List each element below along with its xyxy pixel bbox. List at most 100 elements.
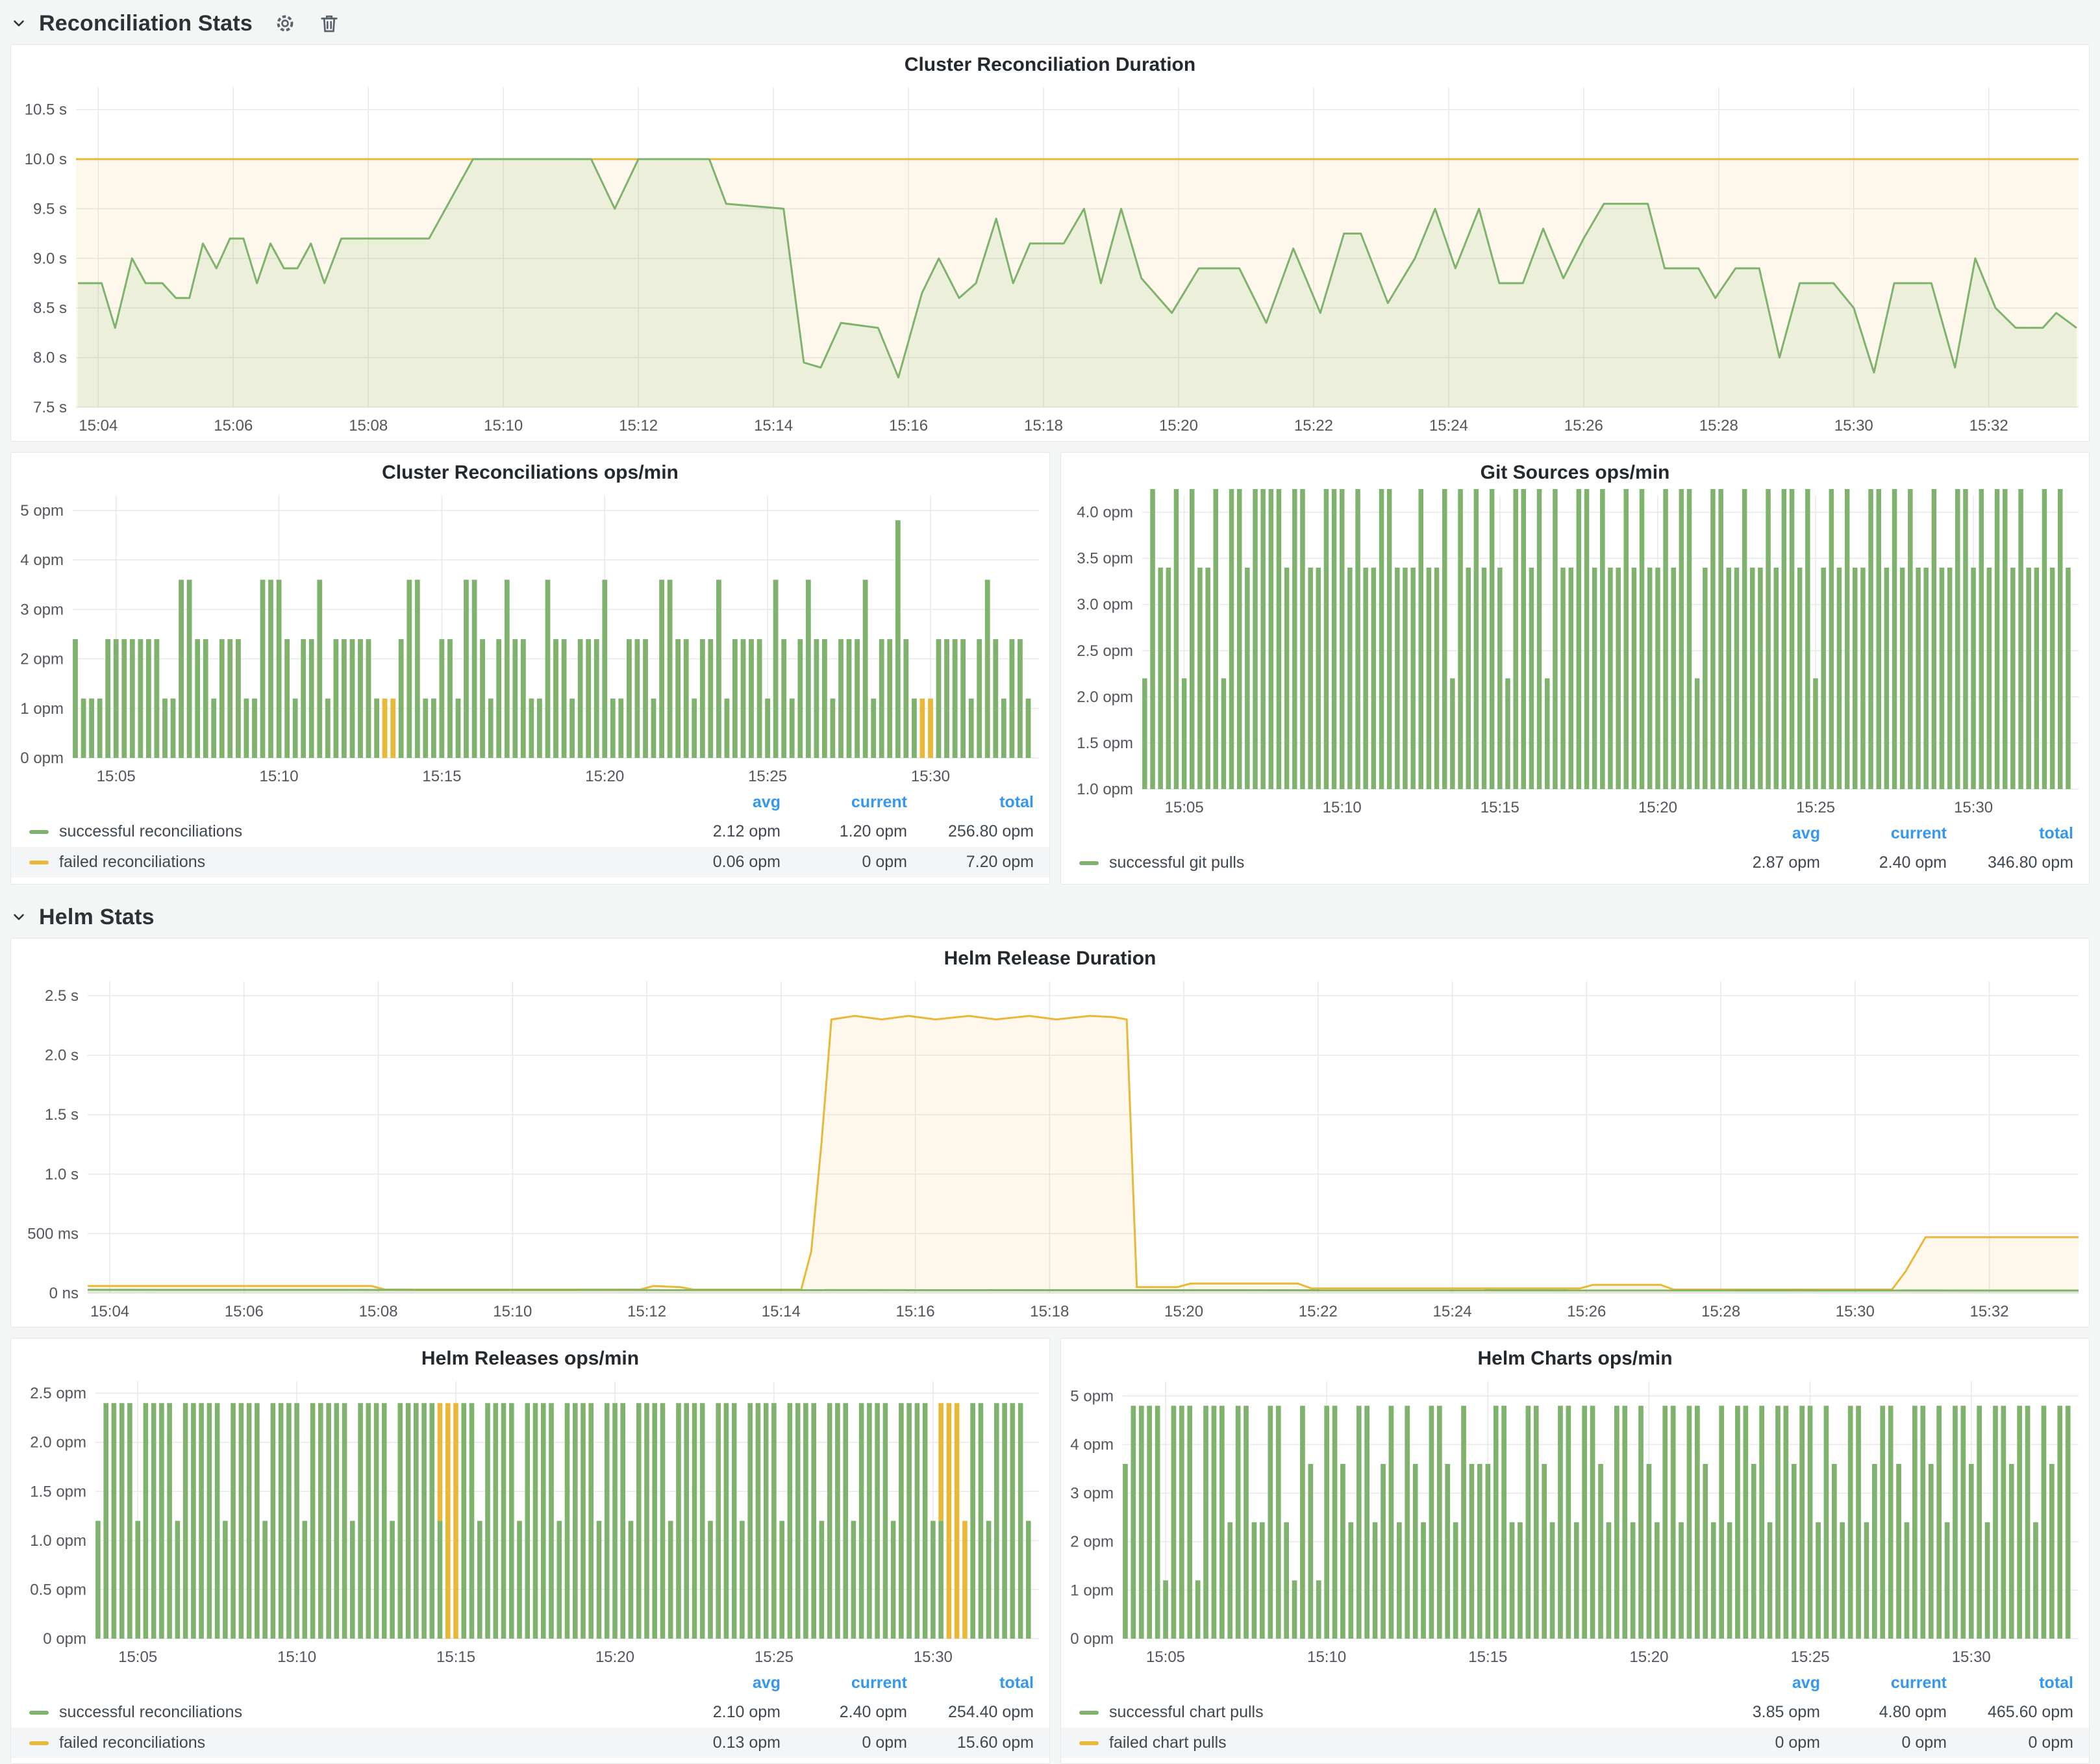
panel-helm-releases-ops: Helm Releases ops/min 15:05 15:10 15:15 15:…	[10, 1338, 1050, 1764]
helm-releases-ops-chart[interactable]: 15:05 15:10 15:15 15:20 15:25 15:30 0 opm 0.5 o…	[11, 1375, 1049, 1669]
chevron-down-icon[interactable]	[10, 15, 27, 32]
svg-text:15:04: 15:04	[90, 1303, 129, 1320]
panel-title[interactable]: Helm Charts ops/min	[1477, 1348, 1673, 1369]
stat-avg: 0 opm	[1775, 1733, 1820, 1752]
svg-text:15:24: 15:24	[1429, 417, 1468, 435]
svg-text:2.5 opm: 2.5 opm	[30, 1385, 86, 1402]
svg-text:3.5 opm: 3.5 opm	[1077, 550, 1133, 568]
cluster-reconciliations-ops-chart[interactable]: 15:05 15:10 15:15 15:20 15:25 15:30 0 opm 1 opm…	[11, 489, 1049, 788]
legend-row-successful: successful git pulls 2.87 opm 2.40 opm 3…	[1079, 848, 2073, 878]
legend-header-current[interactable]: current	[851, 1673, 907, 1692]
legend-header-avg[interactable]: avg	[1792, 824, 1820, 842]
helm-charts-ops-chart[interactable]: 15:05 15:10 15:15 15:20 15:25 15:30 0 opm 1 opm…	[1061, 1375, 2089, 1669]
section-title[interactable]: Helm Stats	[39, 904, 155, 929]
stat-avg: 0.06 opm	[712, 853, 781, 871]
svg-text:15:20: 15:20	[1164, 1303, 1203, 1320]
legend-header-avg[interactable]: avg	[1792, 1673, 1820, 1692]
svg-text:15:06: 15:06	[214, 417, 253, 435]
legend-header-current[interactable]: current	[1890, 824, 1947, 842]
svg-text:3.0 opm: 3.0 opm	[1077, 596, 1133, 614]
legend-label[interactable]: failed reconciliations	[29, 1733, 654, 1752]
stat-total: 465.60 opm	[1987, 1703, 2073, 1721]
legend-row-failed: failed chart pulls 0 opm 0 opm 0 opm	[1061, 1728, 2089, 1758]
svg-text:15:22: 15:22	[1294, 417, 1333, 435]
legend: avg current total successful chart pulls…	[1061, 1669, 2089, 1762]
svg-text:5 opm: 5 opm	[1070, 1387, 1114, 1405]
legend-header-total[interactable]: total	[999, 1673, 1034, 1692]
svg-text:0 opm: 0 opm	[1070, 1630, 1114, 1648]
cluster-reconciliation-duration-chart[interactable]: 15:04 15:06 15:08 15:10 15:12 15:14 15:16 15:18…	[11, 81, 2089, 437]
stat-avg: 3.85 opm	[1752, 1703, 1820, 1721]
svg-text:15:05: 15:05	[118, 1648, 157, 1666]
stat-avg: 2.12 opm	[712, 822, 781, 840]
legend-label[interactable]: successful git pulls	[1079, 853, 1694, 872]
svg-text:15:15: 15:15	[1481, 799, 1519, 816]
legend-header-current[interactable]: current	[851, 792, 907, 811]
legend-header-current[interactable]: current	[1890, 1673, 1947, 1692]
svg-text:1.5 opm: 1.5 opm	[30, 1483, 86, 1500]
legend-header-avg[interactable]: avg	[752, 792, 781, 811]
svg-text:5 opm: 5 opm	[20, 502, 64, 520]
svg-text:15:05: 15:05	[97, 768, 136, 785]
panel-helm-charts-ops: Helm Charts ops/min 15:05 15:10 15:15 15:20…	[1060, 1338, 2090, 1764]
section-header-reconciliation[interactable]: Reconciliation Stats	[0, 0, 2100, 44]
svg-text:1.0 opm: 1.0 opm	[30, 1532, 86, 1550]
legend-header-total[interactable]: total	[2039, 1673, 2073, 1692]
svg-text:4 opm: 4 opm	[20, 551, 64, 569]
chevron-down-icon[interactable]	[10, 909, 27, 926]
svg-text:15:15: 15:15	[422, 768, 461, 785]
legend: avg current total successful reconciliat…	[11, 1669, 1049, 1762]
panel-title[interactable]: Cluster Reconciliation Duration	[904, 54, 1196, 75]
legend-row-successful: successful chart pulls 3.85 opm 4.80 opm…	[1079, 1697, 2073, 1728]
legend-label[interactable]: successful reconciliations	[29, 1703, 654, 1722]
legend-header: avg current total	[29, 1669, 1034, 1697]
stat-avg: 2.10 opm	[712, 1703, 781, 1721]
svg-text:8.5 s: 8.5 s	[33, 299, 67, 317]
stat-current: 1.20 opm	[839, 822, 907, 840]
svg-text:10.0 s: 10.0 s	[25, 151, 67, 168]
svg-text:15:12: 15:12	[619, 417, 658, 435]
svg-text:15:24: 15:24	[1433, 1303, 1472, 1320]
gear-icon[interactable]	[273, 12, 297, 35]
panel-title[interactable]: Helm Releases ops/min	[421, 1348, 640, 1369]
legend: avg current total successful reconciliat…	[11, 788, 1049, 881]
legend-header-avg[interactable]: avg	[752, 1673, 781, 1692]
svg-text:15:32: 15:32	[1969, 417, 2008, 435]
svg-text:15:20: 15:20	[1638, 799, 1677, 816]
section-header-helm[interactable]: Helm Stats	[0, 894, 2100, 938]
legend-label[interactable]: successful reconciliations	[29, 822, 654, 841]
legend-header-total[interactable]: total	[2039, 824, 2073, 842]
svg-text:15:08: 15:08	[359, 1303, 398, 1320]
svg-text:15:12: 15:12	[627, 1303, 666, 1320]
legend-label[interactable]: failed chart pulls	[1079, 1733, 1694, 1752]
legend-label[interactable]: successful chart pulls	[1079, 1703, 1694, 1722]
legend-header-total[interactable]: total	[999, 792, 1034, 811]
svg-text:15:30: 15:30	[911, 768, 950, 785]
svg-text:15:30: 15:30	[1952, 1648, 1991, 1666]
panel-git-sources-ops: Git Sources ops/min 15:05 15:10 15:15 15:20…	[1060, 452, 2090, 885]
svg-text:2 opm: 2 opm	[1070, 1533, 1114, 1551]
stat-total: 346.80 opm	[1987, 853, 2073, 872]
series-color-dash-icon	[1079, 861, 1099, 865]
legend-label[interactable]: failed reconciliations	[29, 853, 654, 872]
section-title[interactable]: Reconciliation Stats	[39, 10, 253, 36]
svg-text:0.5 opm: 0.5 opm	[30, 1581, 86, 1598]
svg-text:3 opm: 3 opm	[1070, 1485, 1114, 1502]
git-sources-ops-chart[interactable]: 15:05 15:10 15:15 15:20 15:25 15:30 1.0 opm 1.5…	[1061, 489, 2089, 819]
stat-avg: 2.87 opm	[1752, 853, 1820, 872]
svg-text:2.0 opm: 2.0 opm	[1077, 688, 1133, 706]
stat-current: 4.80 opm	[1879, 1703, 1947, 1721]
panel-title[interactable]: Git Sources ops/min	[1480, 462, 1670, 483]
panel-title[interactable]: Cluster Reconciliations ops/min	[382, 462, 679, 483]
legend-label-text: successful reconciliations	[59, 822, 243, 840]
svg-text:15:25: 15:25	[755, 1648, 794, 1666]
svg-text:1 opm: 1 opm	[20, 700, 64, 718]
svg-text:15:30: 15:30	[1834, 417, 1873, 435]
svg-text:15:15: 15:15	[1468, 1648, 1507, 1666]
panel-title[interactable]: Helm Release Duration	[944, 948, 1156, 969]
svg-text:0 opm: 0 opm	[43, 1630, 86, 1648]
stat-current: 0 opm	[862, 1733, 907, 1752]
svg-text:2.0 s: 2.0 s	[45, 1047, 79, 1065]
trash-icon[interactable]	[318, 12, 341, 35]
helm-release-duration-chart[interactable]: 15:04 15:06 15:08 15:10 15:12 15:14 15:16 15:18…	[11, 975, 2089, 1323]
